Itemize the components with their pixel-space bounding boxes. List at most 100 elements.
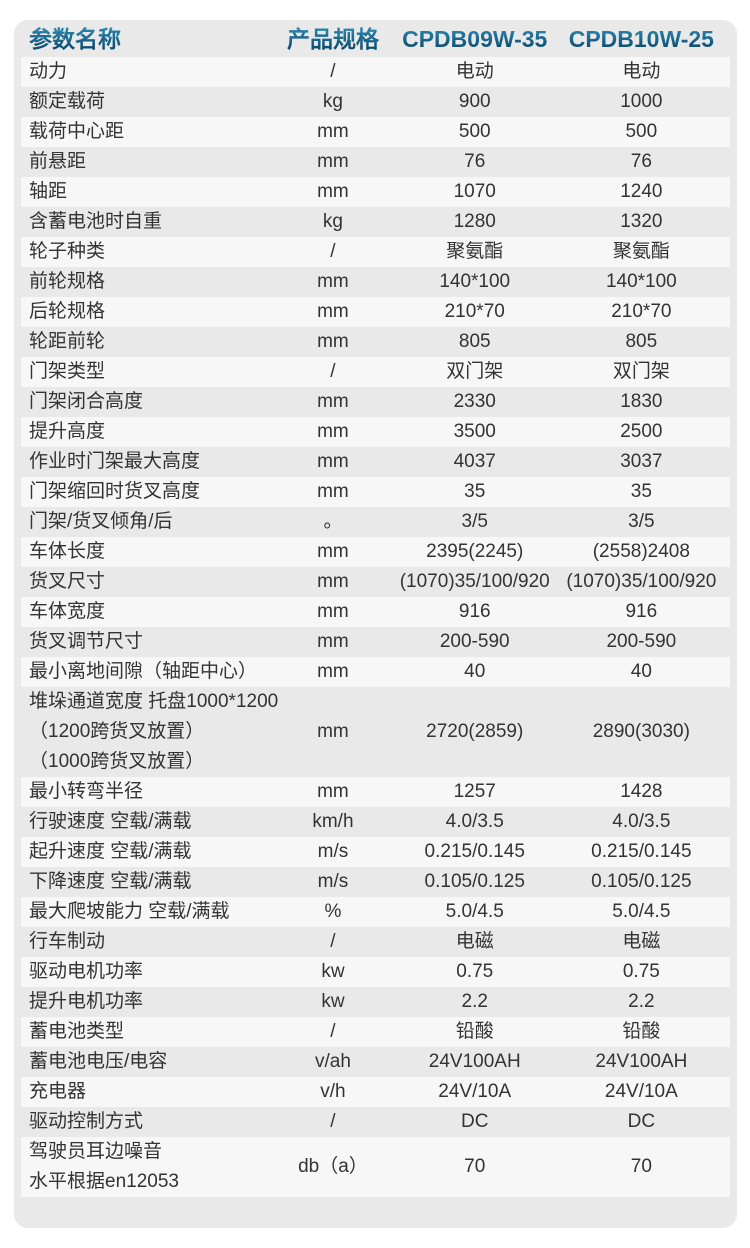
value-cell-cpdb10w-25: 4.0/3.5 xyxy=(612,811,671,832)
value-cell-cpdb10w-25: 1320 xyxy=(620,211,663,232)
header-product-spec: 产品规格 xyxy=(286,25,379,52)
param-name-cell: 行驶速度 空载/满载 xyxy=(21,807,269,837)
param-name-cell: 轴距 xyxy=(21,177,269,207)
unit-cell: m/s xyxy=(317,871,349,892)
unit-cell: m/s xyxy=(317,841,349,862)
table-body: 动力 / 电动 电动 额定载荷 kg 900 1000 载荷中心距 mm 500 500 前悬距 mm 76… xyxy=(21,57,730,1197)
param-name-line: 车体宽度 xyxy=(29,601,106,622)
table-row: 提升电机功率 kw 2.2 2.2 xyxy=(21,987,730,1017)
param-name-cell: 货叉调节尺寸 xyxy=(21,627,269,657)
unit-cell: / xyxy=(330,1021,336,1042)
value-cell-cpdb10w-25: 1428 xyxy=(620,781,663,802)
unit-cell: km/h xyxy=(312,811,354,832)
value-cell-cpdb09w-35: 4.0/3.5 xyxy=(445,811,504,832)
param-name-line: 前轮规格 xyxy=(29,271,106,292)
value-cell-cpdb10w-25: 1830 xyxy=(620,391,663,412)
unit-cell: / xyxy=(330,61,336,82)
value-cell-cpdb09w-35: 24V100AH xyxy=(428,1051,521,1072)
param-name-line: 行驶速度 空载/满载 xyxy=(29,811,192,832)
value-cell-cpdb10w-25: 1240 xyxy=(620,181,663,202)
value-cell-cpdb09w-35: 1280 xyxy=(453,211,496,232)
table-row: 堆垛通道宽度 托盘1000*1200 （1200跨货叉放置） （1000跨货叉放置）… xyxy=(21,687,730,777)
value-cell-cpdb09w-35: DC xyxy=(461,1111,489,1132)
value-cell-cpdb09w-35: 电磁 xyxy=(455,931,494,952)
table-row: 驱动控制方式 / DC DC xyxy=(21,1107,730,1137)
table-row: 含蓄电池时自重 kg 1280 1320 xyxy=(21,207,730,237)
unit-cell: kw xyxy=(321,961,345,982)
table-row: 门架闭合高度 mm 2330 1830 xyxy=(21,387,730,417)
table-row: 行驶速度 空载/满载 km/h 4.0/3.5 4.0/3.5 xyxy=(21,807,730,837)
unit-cell: mm xyxy=(317,481,349,502)
value-cell-cpdb09w-35: 5.0/4.5 xyxy=(445,901,504,922)
unit-cell: mm xyxy=(317,721,349,742)
value-cell-cpdb09w-35: 0.105/0.125 xyxy=(424,871,525,892)
param-name-cell: 最小离地间隙（轴距中心） xyxy=(21,657,269,687)
unit-cell: mm xyxy=(317,451,349,472)
param-name-line: 最大爬坡能力 空载/满载 xyxy=(29,901,230,922)
unit-cell: mm xyxy=(317,181,349,202)
value-cell-cpdb10w-25: 70 xyxy=(630,1156,652,1177)
param-name-line: 载荷中心距 xyxy=(29,121,125,142)
value-cell-cpdb09w-35: 210*70 xyxy=(444,301,505,322)
param-name-cell: 驾驶员耳边噪音 水平根据en12053 xyxy=(21,1137,269,1197)
param-name-line: 门架闭合高度 xyxy=(29,391,144,412)
unit-cell: mm xyxy=(317,391,349,412)
value-cell-cpdb09w-35: 聚氨酯 xyxy=(446,241,504,262)
value-cell-cpdb09w-35: 3/5 xyxy=(461,511,488,532)
param-name-cell: 最小转弯半径 xyxy=(21,777,269,807)
value-cell-cpdb10w-25: 40 xyxy=(630,661,652,682)
value-cell-cpdb09w-35: 24V/10A xyxy=(438,1081,512,1102)
table-row: 蓄电池类型 / 铅酸 铅酸 xyxy=(21,1017,730,1047)
unit-cell: / xyxy=(330,241,336,262)
value-cell-cpdb10w-25: 1000 xyxy=(620,91,663,112)
value-cell-cpdb10w-25: 35 xyxy=(630,481,652,502)
param-name-line: 最小转弯半径 xyxy=(29,781,144,802)
value-cell-cpdb09w-35: 500 xyxy=(458,121,491,142)
value-cell-cpdb09w-35: 70 xyxy=(464,1156,486,1177)
param-name-cell: 驱动电机功率 xyxy=(21,957,269,987)
table-row: 提升高度 mm 3500 2500 xyxy=(21,417,730,447)
param-name-cell: 前悬距 xyxy=(21,147,269,177)
table-row: 额定载荷 kg 900 1000 xyxy=(21,87,730,117)
param-name-line: 水平根据en12053 xyxy=(29,1171,179,1192)
unit-cell: mm xyxy=(317,571,349,592)
unit-cell: kg xyxy=(322,91,343,112)
param-name-line: 堆垛通道宽度 托盘1000*1200 xyxy=(29,691,279,712)
unit-cell: / xyxy=(330,1111,336,1132)
unit-cell: mm xyxy=(317,301,349,322)
table-row: 最小转弯半径 mm 1257 1428 xyxy=(21,777,730,807)
value-cell-cpdb09w-35: 916 xyxy=(458,601,491,622)
table-row: 蓄电池电压/电容 v/ah 24V100AH 24V100AH xyxy=(21,1047,730,1077)
unit-cell: kw xyxy=(321,991,345,1012)
param-name-line: 作业时门架最大高度 xyxy=(29,451,201,472)
param-name-cell: 堆垛通道宽度 托盘1000*1200 （1200跨货叉放置） （1000跨货叉放置） xyxy=(21,687,279,777)
unit-cell: kg xyxy=(322,211,343,232)
param-name-cell: 载荷中心距 xyxy=(21,117,269,147)
unit-cell: mm xyxy=(317,661,349,682)
value-cell-cpdb10w-25: 24V/10A xyxy=(604,1081,678,1102)
unit-cell: mm xyxy=(317,271,349,292)
param-name-line: 提升高度 xyxy=(29,421,106,442)
param-name-line: 轮距前轮 xyxy=(29,331,106,352)
unit-cell: v/h xyxy=(320,1081,346,1102)
value-cell-cpdb09w-35: 2330 xyxy=(453,391,496,412)
value-cell-cpdb10w-25: 24V100AH xyxy=(595,1051,688,1072)
table-row: 载荷中心距 mm 500 500 xyxy=(21,117,730,147)
value-cell-cpdb09w-35: 3500 xyxy=(453,421,496,442)
value-cell-cpdb09w-35: 2720(2859) xyxy=(426,721,524,742)
param-name-line: 下降速度 空载/满载 xyxy=(29,871,192,892)
param-name-line: 驱动电机功率 xyxy=(29,961,144,982)
param-name-line: 额定载荷 xyxy=(29,91,106,112)
param-name-line: 车体长度 xyxy=(29,541,106,562)
param-name-cell: 下降速度 空载/满载 xyxy=(21,867,269,897)
unit-cell: db（a） xyxy=(298,1156,368,1177)
value-cell-cpdb10w-25: 76 xyxy=(630,151,652,172)
table-row: 轴距 mm 1070 1240 xyxy=(21,177,730,207)
table-header: 参数名称 产品规格 CPDB09W-35 CPDB10W-25 xyxy=(21,20,730,57)
param-name-line: 行车制动 xyxy=(29,931,106,952)
table-row: 前悬距 mm 76 76 xyxy=(21,147,730,177)
table-row: 下降速度 空载/满载 m/s 0.105/0.125 0.105/0.125 xyxy=(21,867,730,897)
param-name-cell: 门架/货叉倾角/后 xyxy=(21,507,269,537)
param-name-line: 轮子种类 xyxy=(29,241,106,262)
unit-cell: mm xyxy=(317,151,349,172)
